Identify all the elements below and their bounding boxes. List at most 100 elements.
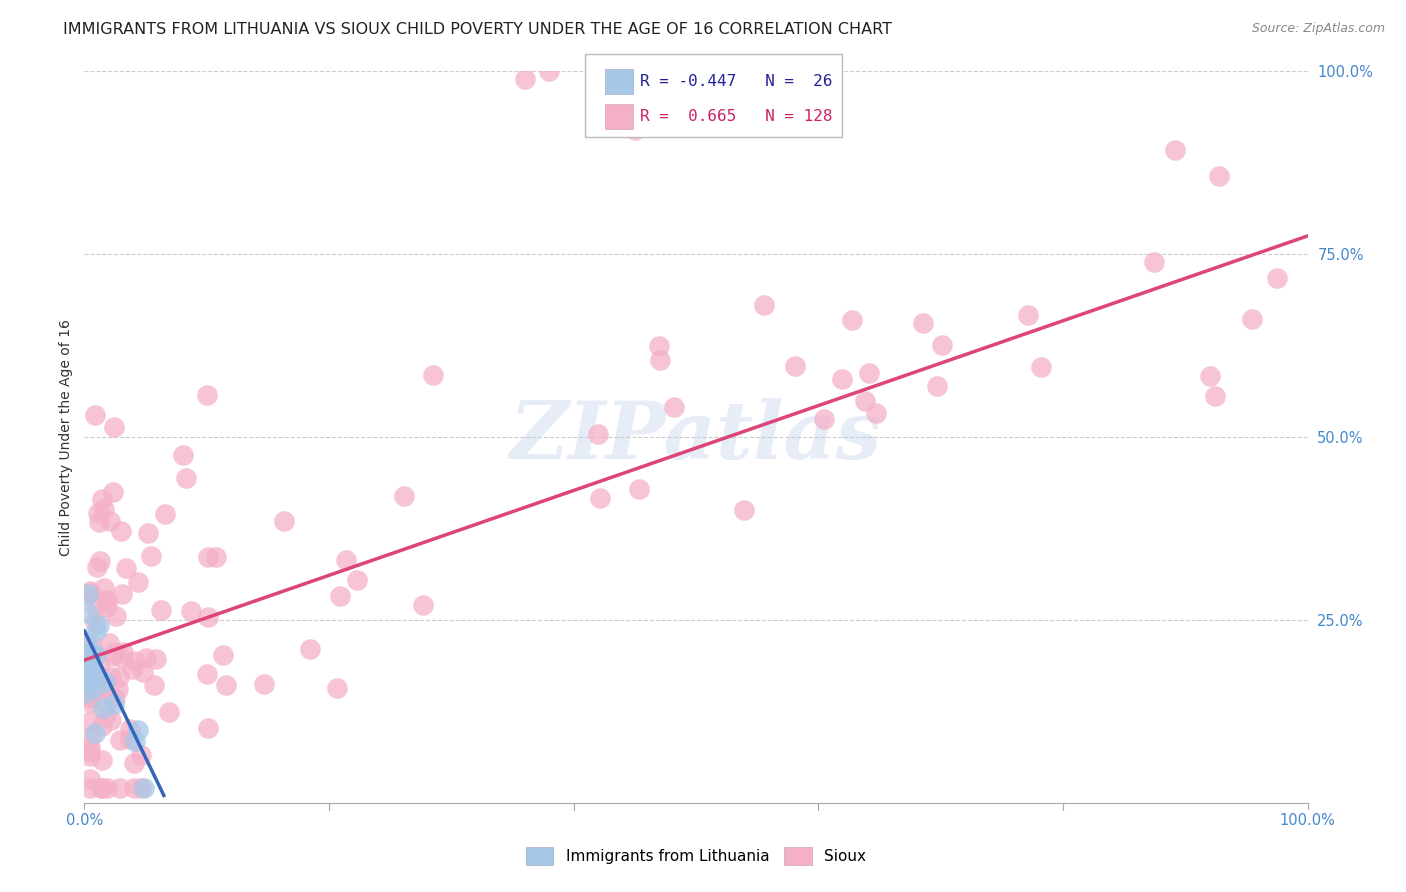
Point: [108, 733, 131, 747]
Point: [1208, 169, 1230, 184]
Point: [157, 705, 180, 719]
Point: [329, 589, 352, 603]
Point: [648, 353, 671, 368]
Point: [90, 719, 112, 733]
Point: [87, 618, 110, 632]
Point: [84, 408, 107, 422]
Point: [925, 378, 948, 392]
Point: [94, 593, 117, 607]
Point: [79, 739, 101, 754]
Point: [82, 668, 104, 682]
Point: [79, 661, 101, 675]
Point: [127, 575, 149, 590]
Point: [150, 602, 173, 616]
Point: [80, 646, 103, 660]
Point: [83, 681, 105, 696]
Point: [91, 701, 114, 715]
Point: [114, 561, 136, 575]
Point: [110, 524, 132, 539]
Point: [86, 560, 108, 574]
Point: [96, 594, 118, 608]
Point: [87, 506, 110, 520]
Point: [93, 501, 115, 516]
Point: [326, 681, 349, 695]
Point: [1240, 312, 1263, 326]
Point: [112, 645, 135, 659]
Point: [79, 748, 101, 763]
Point: [422, 368, 444, 382]
Point: [79, 772, 101, 786]
Point: [84, 726, 107, 740]
Point: [197, 609, 219, 624]
Point: [84, 691, 107, 706]
Point: [513, 71, 536, 86]
Point: [124, 734, 146, 748]
Point: [335, 552, 357, 566]
Point: [211, 648, 233, 662]
Point: [107, 682, 129, 697]
Point: [1199, 368, 1222, 383]
Point: [1143, 254, 1166, 268]
Point: [122, 781, 145, 796]
Point: [131, 665, 153, 680]
Point: [813, 412, 835, 426]
Point: [129, 747, 152, 762]
Point: [77, 652, 100, 666]
Point: [103, 697, 125, 711]
Point: [100, 670, 122, 684]
Point: [205, 550, 228, 565]
Point: [121, 662, 143, 676]
Point: [103, 420, 125, 434]
Point: [841, 312, 863, 326]
Point: [75, 673, 97, 688]
Point: [90, 781, 112, 796]
Point: [79, 745, 101, 759]
Point: [176, 471, 198, 485]
Point: [783, 359, 806, 373]
Point: [195, 667, 218, 681]
Point: [912, 316, 935, 330]
Point: [77, 587, 100, 601]
Point: [101, 485, 124, 500]
Point: [80, 683, 103, 698]
Text: R =  0.665   N = 128: R = 0.665 N = 128: [640, 110, 832, 124]
Point: [831, 371, 853, 385]
Point: [98, 687, 121, 701]
Point: [89, 658, 111, 673]
Point: [124, 756, 146, 770]
Point: [82, 668, 104, 682]
Point: [1204, 389, 1226, 403]
Point: [89, 515, 111, 529]
Point: [111, 587, 134, 601]
Point: [84, 624, 107, 638]
Point: [1029, 359, 1052, 374]
Point: [197, 550, 219, 565]
Point: [79, 665, 101, 679]
Point: [100, 713, 122, 727]
Point: [412, 598, 434, 612]
Point: [143, 678, 166, 692]
Point: [79, 714, 101, 728]
Point: [86, 682, 108, 697]
Point: [98, 514, 121, 528]
Point: [97, 636, 120, 650]
Point: [79, 695, 101, 709]
Point: [75, 685, 97, 699]
Point: [589, 491, 612, 505]
Point: [94, 675, 117, 690]
Text: IMMIGRANTS FROM LITHUANIA VS SIOUX CHILD POVERTY UNDER THE AGE OF 16 CORRELATION: IMMIGRANTS FROM LITHUANIA VS SIOUX CHILD…: [63, 22, 893, 37]
Point: [153, 507, 176, 521]
Point: [1017, 308, 1039, 322]
Point: [627, 482, 650, 496]
Point: [931, 337, 953, 351]
Point: [103, 646, 125, 660]
Point: [96, 708, 118, 723]
Point: [145, 651, 167, 665]
Point: [648, 339, 671, 353]
Point: [75, 634, 97, 648]
Text: Source: ZipAtlas.com: Source: ZipAtlas.com: [1251, 22, 1385, 36]
Point: [77, 674, 100, 689]
Point: [1265, 270, 1288, 285]
Point: [110, 781, 132, 796]
Point: [96, 781, 118, 796]
